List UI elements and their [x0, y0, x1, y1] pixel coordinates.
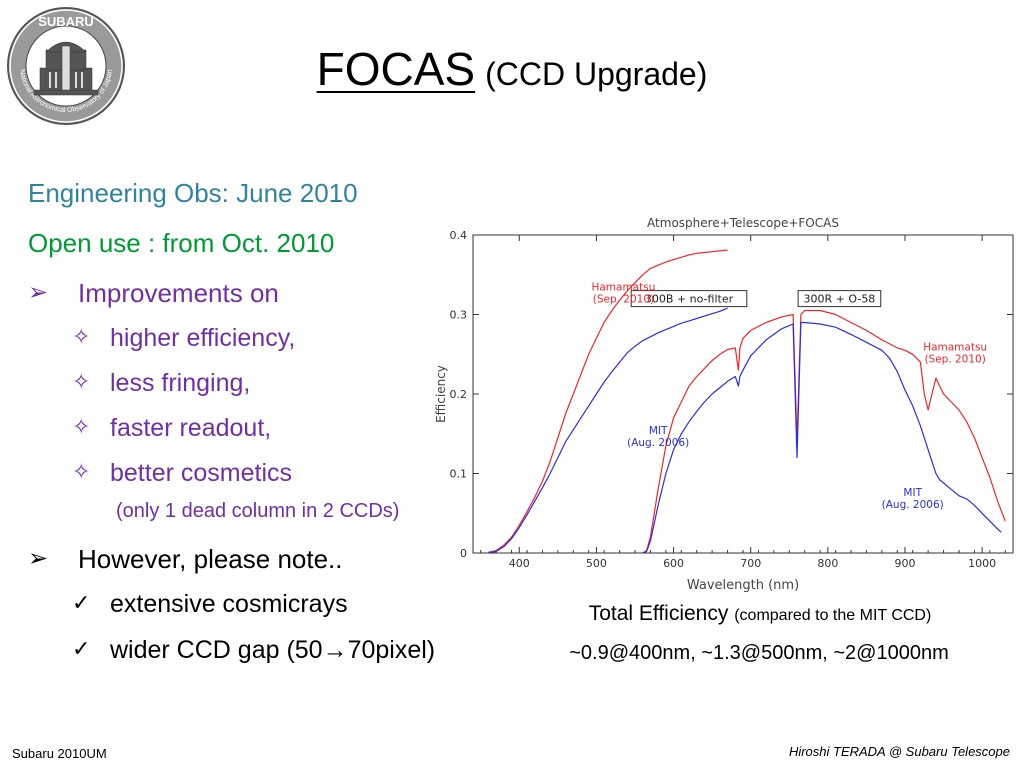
efficiency-chart: Atmosphere+Telescope+FOCAS Wavelength (n… [434, 216, 1014, 593]
slide-title: FOCAS (CCD Upgrade) [0, 42, 1024, 96]
caption-line-1: Total Efficiency (compared to the MIT CC… [440, 602, 1024, 626]
x-tick-label: 900 [895, 557, 916, 570]
caption-main: Total Efficiency [588, 602, 729, 625]
x-tick-label: 400 [509, 557, 530, 570]
hamamatsu-series-line [488, 249, 728, 553]
y-tick-label: 0.1 [450, 468, 468, 481]
title-main: FOCAS [316, 43, 476, 95]
bullet-text: wider CCD gap (50→70pixel) [110, 636, 436, 664]
hamamatsu-series-line [642, 309, 1006, 554]
series-annotation: Hamamatsu [923, 341, 987, 353]
star-bullet-icon: ✧ [72, 324, 91, 349]
bullet-text: higher efficiency, [110, 324, 296, 352]
caption-line-2: ~0.9@400nm, ~1.3@500nm, ~2@1000nm [569, 642, 949, 664]
bullet-text: faster readout, [110, 414, 272, 442]
setting-box [797, 290, 882, 308]
star-bullet-icon: ✧ [72, 459, 91, 484]
mit-series-line [642, 321, 1002, 554]
footer-right: Hiroshi TERADA @ Subaru Telescope [788, 744, 1010, 759]
check-icon: ✓ [72, 590, 91, 615]
arrow-bullet-icon: ➢ [28, 545, 49, 572]
x-tick-label: 600 [663, 557, 684, 570]
series-annotation: (Aug. 2006) [882, 499, 944, 511]
y-axis-label: Efficiency [434, 365, 448, 423]
check-icon: ✓ [72, 636, 91, 661]
y-tick-label: 0.4 [450, 229, 468, 242]
x-tick-label: 1000 [968, 557, 996, 570]
bullet-text: Improvements on [78, 278, 279, 308]
series-annotation: MIT [649, 425, 668, 437]
bullet-text: Engineering Obs: June 2010 [28, 178, 358, 208]
bullet-text: extensive cosmicrays [110, 590, 348, 618]
setting-box-label: 300R + O-58 [804, 293, 876, 306]
x-tick-label: 500 [586, 557, 607, 570]
mit-series-line [488, 307, 728, 554]
footer-left: Subaru 2010UM [12, 746, 107, 761]
bullet-text: (only 1 dead column in 2 CCDs) [116, 500, 400, 522]
chart-title: Atmosphere+Telescope+FOCAS [647, 216, 839, 230]
series-annotation: (Sep. 2010) [593, 294, 654, 306]
series-annotation: (Sep. 2010) [924, 353, 985, 365]
x-axis-label: Wavelength (nm) [687, 578, 799, 593]
x-tick-label: 700 [740, 557, 761, 570]
series-annotation: Hamamatsu [591, 282, 655, 294]
title-sub: (CCD Upgrade) [485, 56, 708, 92]
star-bullet-icon: ✧ [72, 369, 91, 394]
x-tick-label: 800 [817, 557, 838, 570]
star-bullet-icon: ✧ [72, 414, 91, 439]
series-annotation: (Aug. 2006) [627, 437, 689, 449]
arrow-bullet-icon: ➢ [28, 279, 49, 306]
caption-note: (compared to the MIT CCD) [734, 607, 932, 624]
setting-box-label: 300B + no-filter [645, 293, 734, 306]
plot-area: 400 500 600 700 800 900 1000 0 0.1 0.2 0.3 0.4 300B … [450, 229, 1014, 570]
series-annotation: MIT [903, 487, 922, 499]
logo-name: SUBARU [38, 14, 94, 29]
setting-box [630, 290, 748, 308]
subaru-logo: SUBARU National Astronomical Observatory… [7, 7, 125, 125]
bullet-text: less fringing, [110, 369, 251, 397]
telescope-dome-icon [33, 41, 99, 96]
bullet-text: better cosmetics [110, 459, 293, 487]
y-tick-label: 0.2 [450, 388, 468, 401]
bullet-text: Open use : from Oct. 2010 [28, 228, 335, 258]
y-tick-label: 0.3 [450, 309, 468, 322]
y-tick-label: 0 [460, 547, 467, 560]
bullet-text: However, please note.. [78, 544, 343, 574]
